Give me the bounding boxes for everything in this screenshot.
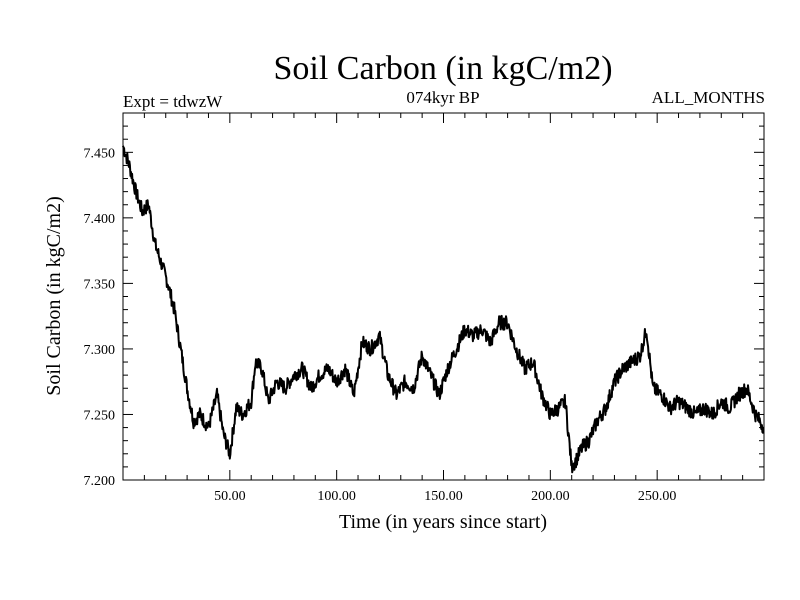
y-axis-label: Soil Carbon (in kgC/m2) [43,196,65,395]
months-label: ALL_MONTHS [652,88,765,107]
axis-ticks: 50.00 100.00 150.00 200.00 250.00 7.200 7.250 7… [84,113,764,504]
plot-frame [122,112,765,481]
chart-title: Soil Carbon (in kgC/m2) [273,50,612,87]
x-tick-label: 250.00 [638,489,677,504]
y-tick-label: 7.350 [84,277,116,292]
y-tick-label: 7.250 [84,408,116,423]
x-tick-label: 50.00 [214,489,246,504]
x-axis-label: Time (in years since start) [339,511,547,533]
y-tick-label: 7.400 [84,212,116,227]
experiment-label: Expt = tdwzW [123,92,223,111]
y-tick-label: 7.200 [84,474,116,489]
x-tick-label: 150.00 [424,489,463,504]
period-label: 074kyr BP [406,88,479,107]
y-tick-label: 7.300 [84,343,116,358]
x-tick-label: 200.00 [531,489,570,504]
x-tick-label: 100.00 [317,489,356,504]
soil-carbon-series-line [122,145,765,474]
y-tick-label: 7.450 [84,146,116,161]
